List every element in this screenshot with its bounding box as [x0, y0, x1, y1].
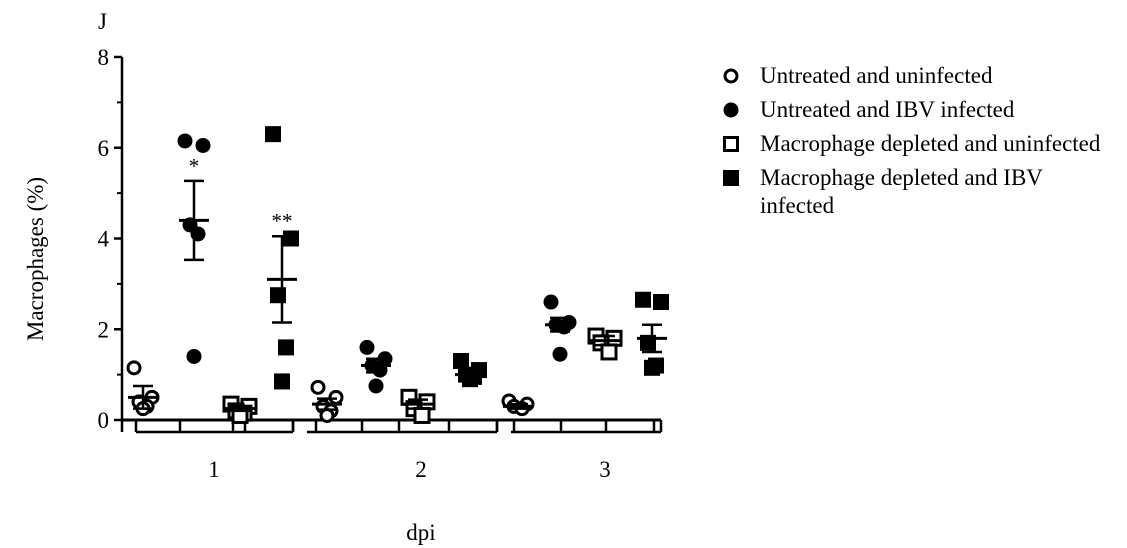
y-tick-label: 6	[98, 136, 110, 161]
plot-marks: ***	[126, 126, 669, 424]
data-point	[635, 291, 651, 308]
data-point	[644, 359, 660, 376]
open-square-icon	[723, 136, 739, 152]
data-point	[453, 353, 469, 370]
axes: 0 2 4 6 8 1 2 3	[98, 45, 663, 482]
data-point	[552, 346, 568, 362]
legend: Untreated and uninfected Untreated and I…	[716, 62, 1121, 226]
data-point	[319, 407, 335, 423]
x-tick-label: 3	[599, 457, 611, 482]
y-tick-label: 0	[98, 408, 110, 433]
legend-label: Macrophage depleted and uninfected	[760, 131, 1101, 156]
y-tick-label: 8	[98, 45, 110, 70]
legend-item-depleted-ibv: Macrophage depleted and IBV infected	[716, 164, 1121, 220]
open-circle-icon	[723, 68, 739, 84]
x-axis-label: dpi	[406, 520, 435, 545]
data-point	[283, 230, 299, 247]
data-point	[274, 373, 290, 390]
data-point	[368, 378, 384, 394]
legend-label: Untreated and uninfected	[760, 63, 993, 88]
data-point	[265, 126, 281, 143]
data-point	[328, 389, 344, 405]
data-point	[543, 294, 559, 310]
x-tick-label: 2	[415, 457, 427, 482]
filled-circle-icon	[723, 102, 739, 118]
data-point	[278, 339, 294, 356]
data-point	[195, 137, 211, 153]
x-tick-label: 1	[208, 457, 220, 482]
filled-square-icon	[723, 170, 739, 186]
legend-item-untreated-ibv: Untreated and IBV infected	[716, 96, 1121, 124]
legend-label: Macrophage depleted and IBV infected	[760, 165, 1043, 218]
legend-label: Untreated and IBV infected	[760, 97, 1015, 122]
significance-label: **	[272, 209, 293, 233]
significance-label: *	[189, 154, 200, 178]
data-point	[126, 360, 142, 376]
data-point	[270, 287, 286, 304]
data-point	[359, 339, 375, 355]
data-point	[653, 294, 669, 311]
y-axis-label: Macrophages (%)	[23, 177, 48, 341]
legend-item-depleted-uninfected: Macrophage depleted and uninfected	[716, 130, 1121, 158]
y-tick-label: 2	[98, 317, 110, 342]
y-tick-label: 4	[98, 227, 110, 252]
panel-label: J	[98, 9, 107, 34]
data-point	[177, 133, 193, 149]
legend-item-untreated-uninfected: Untreated and uninfected	[716, 62, 1121, 90]
data-point	[600, 343, 618, 361]
data-point	[310, 379, 326, 395]
data-point	[186, 348, 202, 364]
data-point	[413, 406, 431, 424]
